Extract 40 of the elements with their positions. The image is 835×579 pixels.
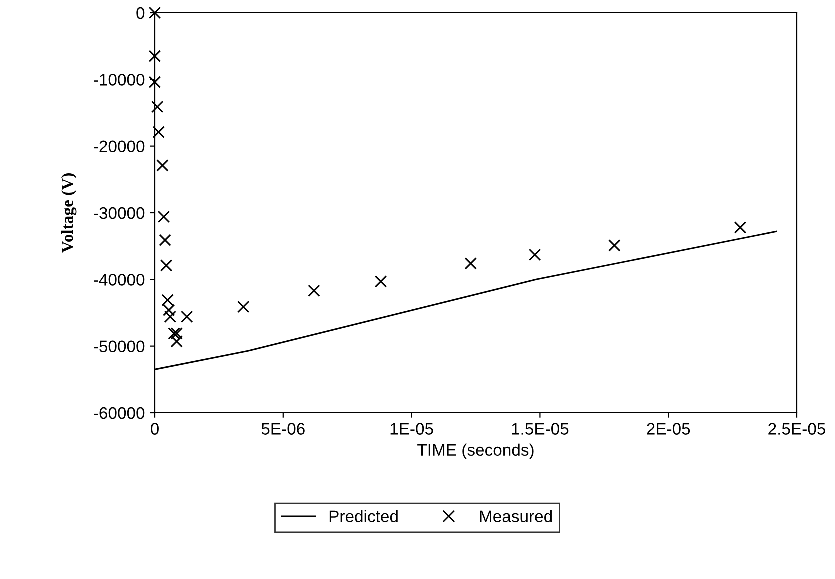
point (159, 234, 172, 246)
point (374, 276, 388, 288)
y-tick-label: -40000 (94, 274, 145, 286)
x-tick-label: 2E-05 (647, 423, 690, 435)
legend-label: Measured (480, 510, 552, 522)
point (162, 294, 174, 306)
y-tick-label: -20000 (94, 140, 145, 153)
y-tick-label: -50000 (94, 340, 145, 353)
x-axis-title: TIME (seconds) (418, 444, 534, 460)
y-tick-label: 0 (136, 7, 145, 20)
point (308, 284, 320, 298)
point (168, 328, 180, 340)
point (160, 260, 173, 272)
point (464, 258, 478, 270)
x-tick-label: 1E-05 (390, 423, 434, 435)
point (162, 304, 176, 316)
point (148, 76, 162, 88)
x-tick-label: 1.5E-05 (512, 423, 569, 435)
x-tick-label: 0 (151, 423, 159, 435)
point (152, 126, 165, 138)
legend-label: Predicted (330, 510, 398, 522)
y-tick-label: -10000 (94, 74, 145, 86)
point (528, 248, 542, 262)
y-tick-label: -30000 (94, 207, 145, 220)
point (158, 210, 170, 224)
point (170, 328, 183, 340)
point (148, 6, 162, 20)
point (180, 310, 194, 324)
x-tick-label: 5E-06 (262, 423, 305, 435)
y-axis-title: Voltage (V) (61, 174, 77, 254)
point (156, 160, 169, 172)
y-tick-label: -60000 (94, 407, 145, 420)
point (148, 50, 162, 62)
point (164, 310, 177, 324)
point (608, 240, 621, 252)
point (237, 300, 250, 314)
point (734, 222, 747, 234)
point (151, 100, 164, 114)
point (170, 336, 183, 348)
x-tick-label: 2.5E-05 (768, 423, 826, 435)
